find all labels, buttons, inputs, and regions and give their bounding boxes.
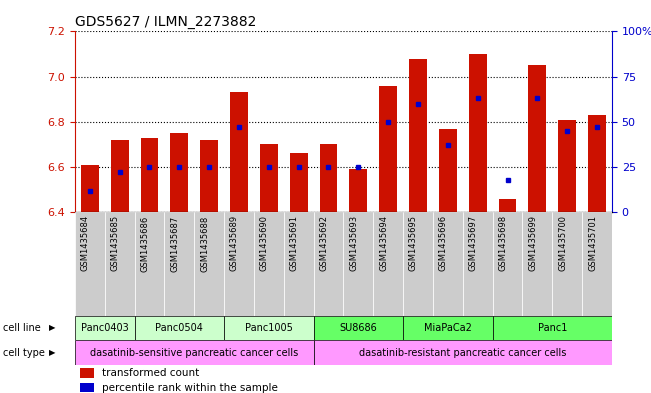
Bar xyxy=(80,383,94,393)
Text: Panc1005: Panc1005 xyxy=(245,323,293,333)
Bar xyxy=(522,212,552,316)
Bar xyxy=(529,65,546,212)
Bar xyxy=(344,212,373,316)
Bar xyxy=(314,340,612,365)
Text: Panc0403: Panc0403 xyxy=(81,323,129,333)
Text: cell line: cell line xyxy=(3,323,41,333)
Bar xyxy=(224,316,314,340)
Bar xyxy=(171,133,188,212)
Text: GSM1435694: GSM1435694 xyxy=(379,215,388,271)
Bar xyxy=(493,316,612,340)
Bar xyxy=(582,212,612,316)
Bar xyxy=(80,368,94,378)
Text: GSM1435700: GSM1435700 xyxy=(558,215,567,271)
Bar xyxy=(552,212,582,316)
Bar xyxy=(493,212,522,316)
Text: Panc0504: Panc0504 xyxy=(156,323,203,333)
Bar xyxy=(439,129,457,212)
Text: GSM1435693: GSM1435693 xyxy=(350,215,358,272)
Bar xyxy=(141,138,158,212)
Bar xyxy=(135,316,224,340)
Bar xyxy=(201,140,218,212)
Text: ▶: ▶ xyxy=(49,348,55,357)
Bar xyxy=(75,316,135,340)
Text: dasatinib-resistant pancreatic cancer cells: dasatinib-resistant pancreatic cancer ce… xyxy=(359,347,566,358)
Text: GSM1435698: GSM1435698 xyxy=(499,215,508,272)
Bar xyxy=(403,316,493,340)
Text: MiaPaCa2: MiaPaCa2 xyxy=(424,323,472,333)
Bar xyxy=(409,59,427,212)
Text: ▶: ▶ xyxy=(49,323,55,332)
Text: GSM1435690: GSM1435690 xyxy=(260,215,269,271)
Text: GSM1435697: GSM1435697 xyxy=(469,215,478,272)
Bar xyxy=(75,340,314,365)
Bar xyxy=(254,212,284,316)
Bar xyxy=(224,212,254,316)
Bar xyxy=(314,212,344,316)
Text: GSM1435685: GSM1435685 xyxy=(111,215,120,272)
Bar xyxy=(284,212,314,316)
Bar xyxy=(290,153,307,212)
Text: GSM1435696: GSM1435696 xyxy=(439,215,448,272)
Bar xyxy=(588,115,606,212)
Bar xyxy=(230,92,248,212)
Text: GSM1435691: GSM1435691 xyxy=(290,215,299,271)
Bar xyxy=(81,165,99,212)
Bar xyxy=(320,144,337,212)
Bar xyxy=(499,198,516,212)
Text: GSM1435687: GSM1435687 xyxy=(171,215,179,272)
Bar xyxy=(164,212,194,316)
Text: GSM1435686: GSM1435686 xyxy=(141,215,150,272)
Bar xyxy=(135,212,165,316)
Text: SU8686: SU8686 xyxy=(339,323,377,333)
Text: transformed count: transformed count xyxy=(102,368,199,378)
Text: GSM1435701: GSM1435701 xyxy=(588,215,597,271)
Bar xyxy=(469,54,486,212)
Text: Panc1: Panc1 xyxy=(538,323,567,333)
Bar xyxy=(433,212,463,316)
Text: percentile rank within the sample: percentile rank within the sample xyxy=(102,383,277,393)
Text: GSM1435689: GSM1435689 xyxy=(230,215,239,272)
Text: GSM1435688: GSM1435688 xyxy=(200,215,209,272)
Text: dasatinib-sensitive pancreatic cancer cells: dasatinib-sensitive pancreatic cancer ce… xyxy=(90,347,298,358)
Bar xyxy=(403,212,433,316)
Text: GSM1435684: GSM1435684 xyxy=(81,215,90,272)
Bar xyxy=(379,86,397,212)
Bar xyxy=(463,212,493,316)
Bar xyxy=(260,144,278,212)
Bar xyxy=(75,212,105,316)
Bar xyxy=(558,119,576,212)
Text: cell type: cell type xyxy=(3,347,45,358)
Bar xyxy=(111,140,129,212)
Text: GSM1435692: GSM1435692 xyxy=(320,215,329,271)
Bar xyxy=(194,212,224,316)
Text: GSM1435695: GSM1435695 xyxy=(409,215,418,271)
Bar xyxy=(350,169,367,212)
Bar xyxy=(314,316,403,340)
Text: GSM1435699: GSM1435699 xyxy=(529,215,537,271)
Text: GDS5627 / ILMN_2273882: GDS5627 / ILMN_2273882 xyxy=(75,15,256,29)
Bar xyxy=(105,212,135,316)
Bar xyxy=(373,212,403,316)
